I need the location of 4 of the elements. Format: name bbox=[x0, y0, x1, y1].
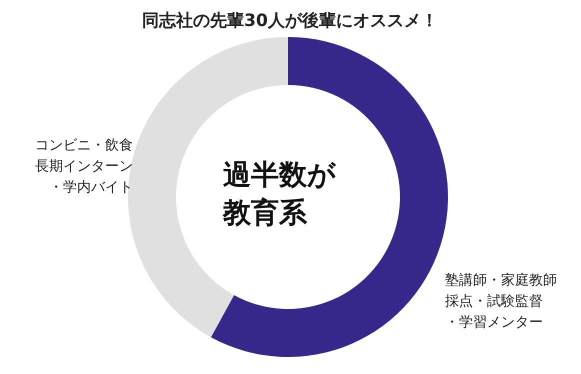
text: 過半数が教育系 bbox=[222, 158, 337, 229]
slice-label: コンビニ・飲食長期インターン・学内バイト bbox=[35, 138, 133, 196]
slice-label: 塾講師・家庭教師採点・試験監督・学習メンター bbox=[445, 272, 557, 330]
chart-title: 同志社の先輩30人が後輩にオススメ！ bbox=[142, 11, 438, 31]
